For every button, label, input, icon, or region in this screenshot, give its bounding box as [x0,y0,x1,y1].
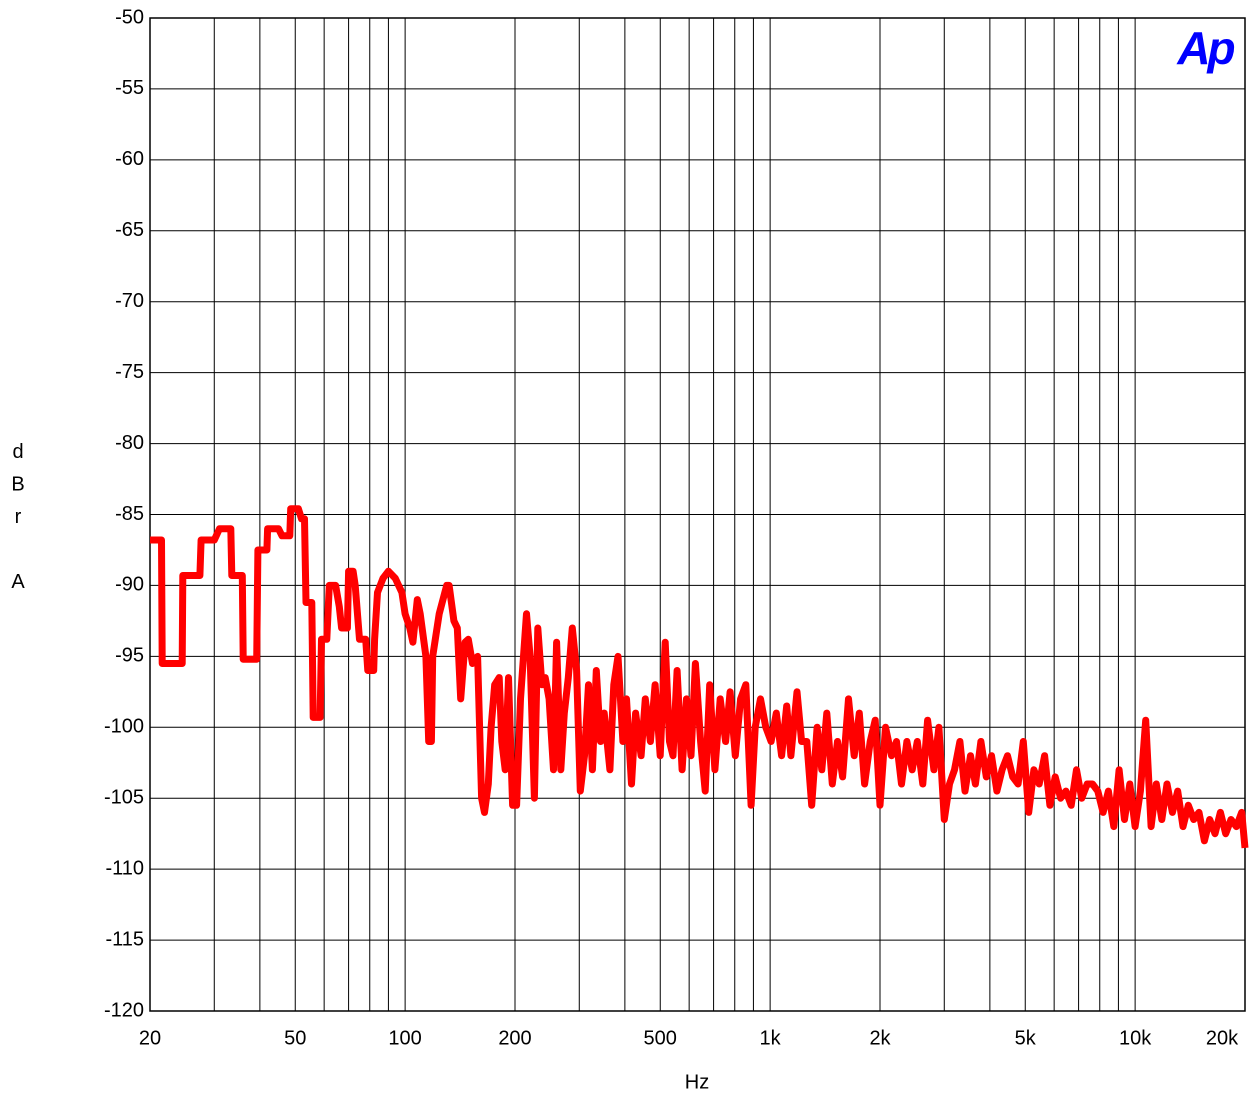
y-tick-label: -70 [115,290,144,312]
x-tick-label: 100 [388,1027,421,1049]
x-tick-label: 10k [1119,1027,1152,1049]
x-tick-label: 20k [1206,1027,1239,1049]
x-tick-label: 1k [760,1027,782,1049]
logo: Ap [1176,22,1234,74]
y-axis-label-char [15,539,21,561]
y-axis-label-char: r [15,506,22,528]
y-tick-label: -95 [115,645,144,667]
y-tick-label: -85 [115,503,144,525]
y-tick-label: -90 [115,574,144,596]
y-tick-label: -75 [115,361,144,383]
x-tick-label: 5k [1015,1027,1037,1049]
x-tick-label: 2k [869,1027,891,1049]
y-tick-label: -115 [105,928,144,950]
x-axis-label: Hz [685,1071,709,1093]
y-tick-label: -100 [104,716,144,738]
y-tick-label: -110 [105,857,144,879]
y-tick-label: -80 [115,432,144,454]
y-tick-label: -55 [115,77,144,99]
y-axis-label-char: A [11,571,25,593]
y-tick-label: -120 [104,999,144,1021]
y-axis-label-char: B [11,474,24,496]
x-tick-label: 500 [644,1027,677,1049]
y-tick-label: -60 [115,148,144,170]
y-axis-label-char: d [12,441,23,463]
data-line [150,505,1249,849]
plot-frame [149,17,1246,1012]
x-tick-label: 200 [498,1027,531,1049]
x-tick-label: 50 [284,1027,306,1049]
y-tick-label: -105 [104,786,144,808]
y-tick-label: -65 [115,219,144,241]
y-tick-label: -50 [115,6,144,28]
x-tick-label: 20 [139,1027,161,1049]
